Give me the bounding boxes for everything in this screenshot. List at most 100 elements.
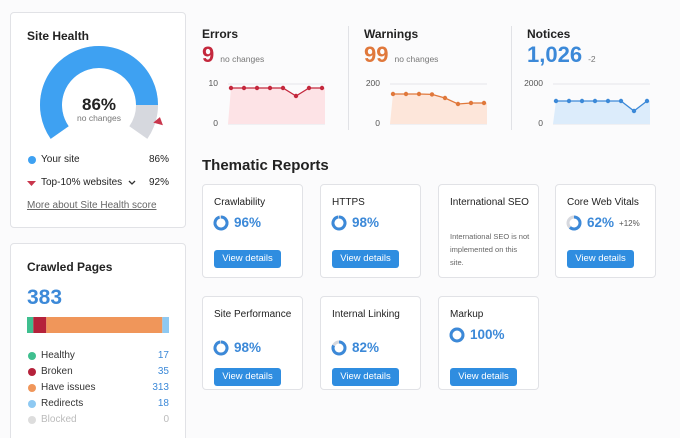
y-tick-label: 200 (365, 78, 380, 88)
point (631, 108, 637, 114)
y-tick-label: 0 (375, 118, 380, 128)
report-title: Markup (450, 309, 484, 320)
point (416, 91, 422, 97)
point (390, 91, 396, 97)
report-title: Core Web Vitals (567, 197, 639, 208)
stacked-bar-segment (27, 317, 34, 333)
gauge-score: 86% (81, 95, 117, 114)
metric-title: Errors (202, 27, 239, 41)
report-title: HTTPS (332, 197, 365, 208)
section-title: Thematic Reports (202, 157, 329, 174)
crawled-pages-card: Crawled Pages 383 Healthy 17 Broken 35 Have is… (10, 243, 186, 438)
point (605, 98, 611, 104)
point (566, 98, 572, 104)
report-card: Internal Linking 82% View details (320, 296, 421, 390)
area (390, 94, 487, 124)
report-card: Markup 100% View details (438, 296, 539, 390)
metric-note: no changes (394, 54, 439, 64)
graphic (566, 215, 582, 231)
area (228, 88, 325, 124)
metric-value: 1,026 (527, 42, 583, 67)
ring-value (568, 215, 582, 231)
y-tick-label: 2000 (524, 78, 543, 88)
legend-dot (28, 384, 36, 392)
metric-title: Notices (527, 27, 571, 41)
report-card: Crawlability 96% View details (202, 184, 303, 278)
point (429, 92, 435, 97)
legend-value: 17 (157, 350, 169, 361)
point (468, 100, 474, 106)
report-description: International SEO is not implemented on … (450, 232, 530, 267)
y-tick-label: 0 (213, 118, 218, 128)
legend-label: Redirects (41, 398, 84, 409)
crawled-total: 383 (27, 286, 63, 309)
legend-label: Top-10% websites (41, 177, 123, 188)
divider (511, 26, 512, 130)
view-details-button[interactable]: View details (332, 368, 399, 386)
view-details-button[interactable]: View details (567, 250, 634, 268)
point (319, 85, 325, 91)
graphic (331, 340, 347, 356)
report-delta: +12% (619, 219, 640, 228)
stacked-bar-segment (33, 317, 47, 333)
view-details-button[interactable]: View details (214, 368, 281, 386)
legend-label: Blocked (41, 414, 77, 425)
legend-label: Have issues (41, 382, 96, 393)
metric-note: -2 (588, 54, 596, 64)
site-health-card: Site Health 86% no changes Your site 86% Top-… (10, 12, 186, 228)
view-details-button[interactable]: View details (214, 250, 281, 268)
view-details-button[interactable]: View details (332, 250, 399, 268)
point (228, 85, 234, 91)
graphic (331, 215, 347, 231)
report-title: Crawlability (214, 197, 266, 208)
report-score: 62% (587, 215, 615, 230)
point (579, 98, 585, 104)
stacked-bar-segment (162, 317, 169, 333)
legend-dot (28, 352, 36, 360)
graphic (27, 46, 163, 186)
legend-dot (28, 416, 36, 424)
point (442, 95, 448, 101)
point (280, 85, 286, 91)
graphic (449, 327, 465, 343)
legend-triangle (27, 181, 36, 186)
view-details-button[interactable]: View details (450, 368, 517, 386)
point (644, 98, 650, 104)
card-title: Crawled Pages (27, 260, 113, 274)
point (553, 98, 559, 104)
graphic (213, 215, 229, 231)
point (403, 91, 409, 97)
report-score: 96% (234, 215, 262, 230)
graphic (27, 317, 169, 424)
point (267, 85, 273, 91)
report-score: 82% (352, 340, 380, 355)
point (306, 85, 312, 91)
legend-value: 86% (148, 154, 169, 165)
report-card: International SEO International SEO is no… (438, 184, 539, 278)
metric-value: 99 (364, 42, 389, 67)
legend-dot (28, 400, 36, 408)
ring-value (331, 215, 347, 231)
legend-value: 35 (157, 366, 169, 377)
report-score: 98% (352, 215, 380, 230)
report-card: HTTPS 98% View details (320, 184, 421, 278)
legend-dot (28, 156, 36, 164)
health-link[interactable]: More about Site Health score (27, 200, 157, 211)
gauge-note: no changes (77, 113, 121, 123)
legend-label: Your site (41, 154, 80, 165)
area (553, 101, 650, 124)
point (254, 85, 260, 91)
report-score: 100% (470, 327, 505, 342)
report-title: International SEO (450, 197, 529, 208)
ring-value (213, 340, 229, 356)
ring-value (331, 340, 347, 356)
stacked-bar-segment (46, 317, 163, 333)
ring-value (449, 327, 465, 343)
legend-value: 0 (163, 414, 169, 425)
divider (348, 26, 349, 130)
point (455, 101, 461, 107)
legend-label: Broken (41, 366, 73, 377)
